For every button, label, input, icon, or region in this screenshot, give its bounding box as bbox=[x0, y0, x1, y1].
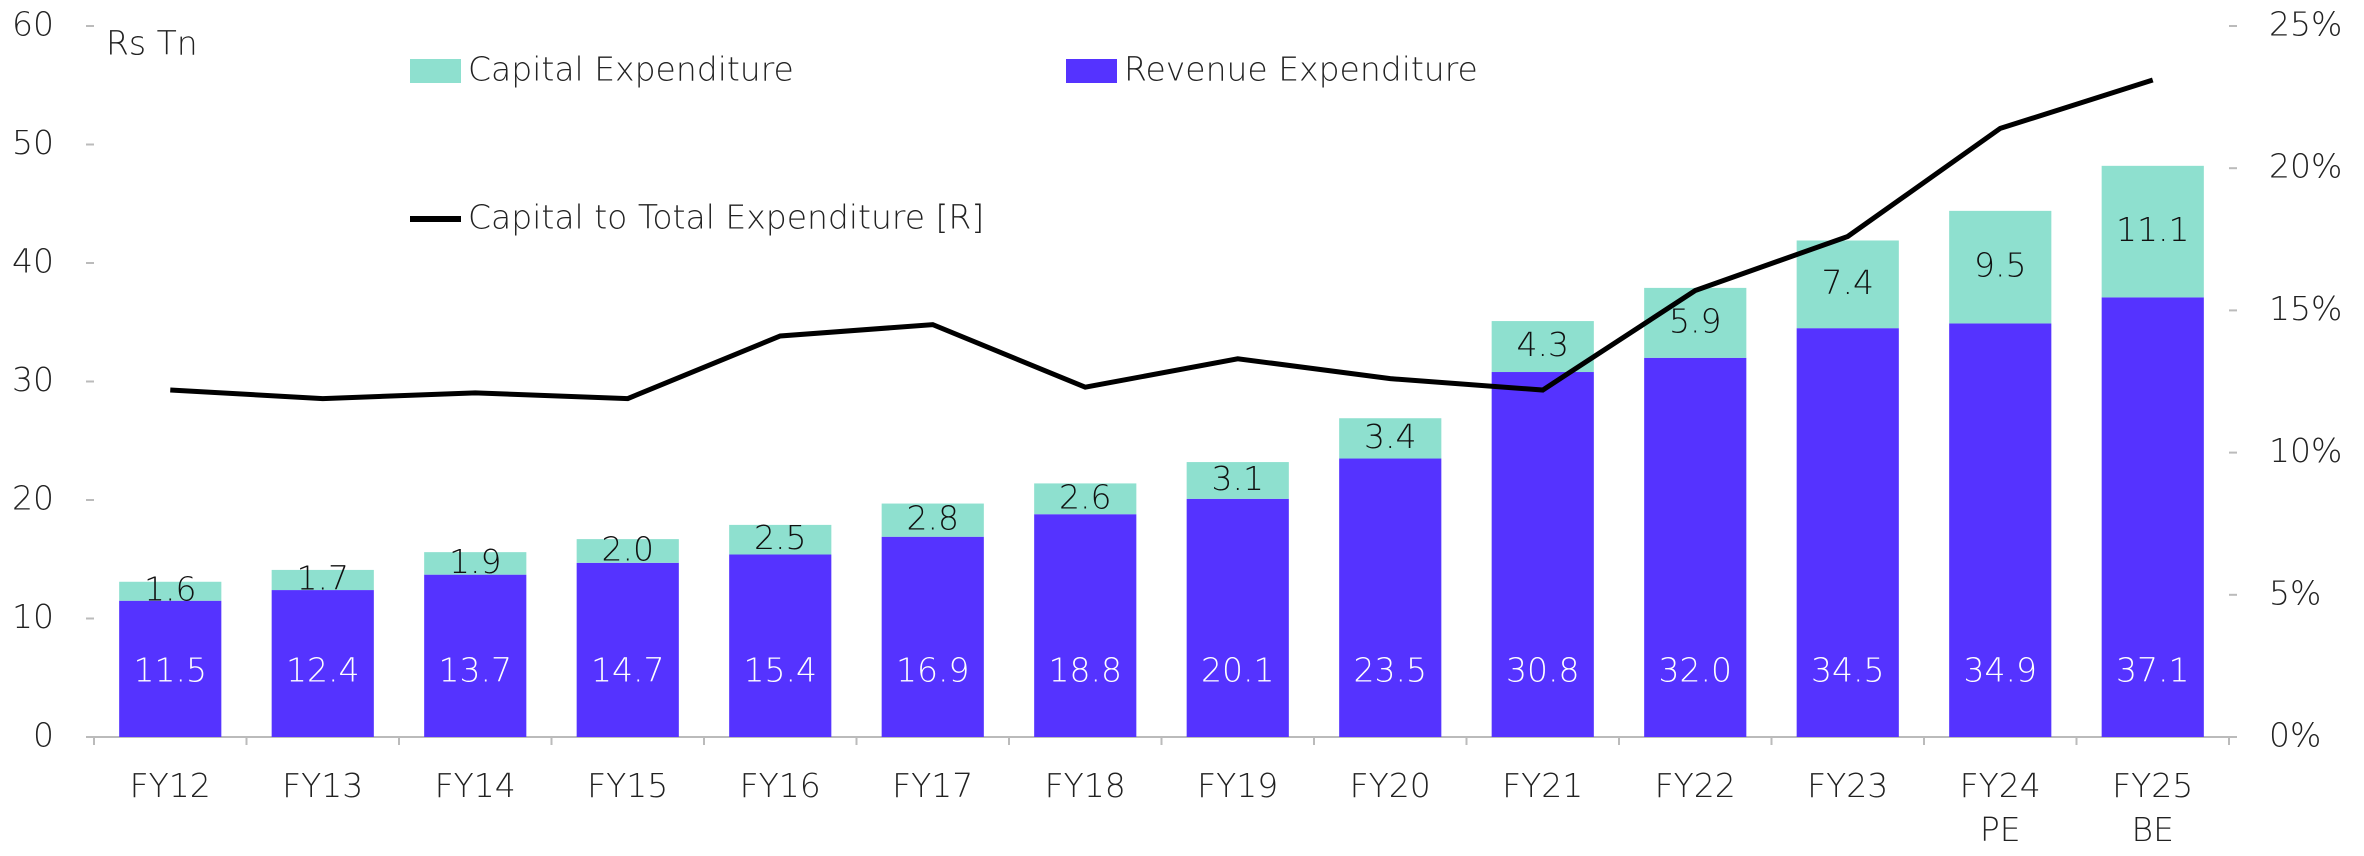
y-tick-label: 0 bbox=[33, 716, 54, 755]
y2-tick-label: 20% bbox=[2269, 147, 2342, 186]
data-label: 3.1 bbox=[1212, 459, 1264, 498]
y2-tick-label: 5% bbox=[2269, 573, 2321, 612]
data-label: 5.9 bbox=[1669, 301, 1721, 340]
x-tick-label: FY18 bbox=[1045, 766, 1126, 805]
legend-label: Revenue Expenditure bbox=[1124, 50, 1478, 89]
bar-segment bbox=[424, 574, 527, 737]
data-label: 12.4 bbox=[286, 651, 359, 690]
data-label: 2.6 bbox=[1059, 477, 1111, 516]
bar-segment bbox=[1644, 357, 1747, 737]
bar-segment bbox=[1796, 240, 1899, 329]
data-label: 1.7 bbox=[297, 558, 349, 597]
legend-label: Capital Expenditure bbox=[468, 50, 794, 89]
y2-tick-label: 10% bbox=[2269, 431, 2342, 470]
y-tick-label: 50 bbox=[12, 123, 54, 162]
bar-segment bbox=[576, 562, 679, 737]
x-tick-label: FY21 bbox=[1502, 766, 1583, 805]
data-label: 2.8 bbox=[907, 499, 959, 538]
x-tick-label: FY25 BE bbox=[2112, 766, 2193, 849]
x-tick-label: FY23 bbox=[1807, 766, 1888, 805]
y-axis-label: Rs Tn bbox=[106, 24, 198, 63]
bar-segment bbox=[881, 536, 984, 737]
bar-segment bbox=[1186, 462, 1289, 499]
bar-segment bbox=[2101, 165, 2204, 298]
x-tick-label: FY15 bbox=[587, 766, 668, 805]
data-label: 3.4 bbox=[1364, 417, 1416, 456]
x-tick-label: FY17 bbox=[892, 766, 973, 805]
data-label: 34.9 bbox=[1964, 651, 2037, 690]
x-tick-label: FY20 bbox=[1350, 766, 1431, 805]
bar-segment bbox=[1339, 418, 1442, 459]
legend-label: Capital to Total Expenditure [R] bbox=[468, 198, 984, 237]
y-tick-label: 60 bbox=[12, 5, 54, 44]
bar-segment bbox=[271, 590, 374, 737]
x-tick-label: FY19 bbox=[1197, 766, 1278, 805]
data-label: 7.4 bbox=[1822, 263, 1874, 302]
y2-tick-label: 15% bbox=[2269, 289, 2342, 328]
data-label: 32.0 bbox=[1659, 651, 1732, 690]
x-tick-label: FY16 bbox=[740, 766, 821, 805]
bar-segment bbox=[729, 554, 832, 737]
data-label: 23.5 bbox=[1354, 651, 1427, 690]
data-label: 20.1 bbox=[1201, 651, 1274, 690]
bar-segment bbox=[1491, 372, 1594, 737]
y-tick-label: 40 bbox=[12, 242, 54, 281]
bar-segment bbox=[119, 600, 222, 737]
data-label: 14.7 bbox=[591, 651, 664, 690]
data-label: 34.5 bbox=[1811, 651, 1884, 690]
data-label: 11.5 bbox=[134, 651, 207, 690]
line-series bbox=[170, 77, 2154, 402]
x-tick-label: FY13 bbox=[282, 766, 363, 805]
data-label: 11.1 bbox=[2116, 210, 2189, 249]
data-label: 15.4 bbox=[744, 651, 817, 690]
bar-segment bbox=[576, 539, 679, 563]
y2-tick-label: 25% bbox=[2269, 5, 2342, 44]
bar-segment bbox=[2101, 297, 2204, 737]
legend-swatch bbox=[410, 59, 461, 83]
data-label: 16.9 bbox=[896, 651, 969, 690]
data-label: 9.5 bbox=[1974, 246, 2026, 285]
bar-segment bbox=[1186, 498, 1289, 737]
data-label: 30.8 bbox=[1506, 651, 1579, 690]
data-label: 2.0 bbox=[602, 529, 654, 568]
data-label: 13.7 bbox=[439, 651, 512, 690]
bar-segment bbox=[1034, 514, 1137, 737]
y-tick-label: 30 bbox=[12, 360, 54, 399]
bar-segment bbox=[729, 524, 832, 555]
data-label: 18.8 bbox=[1049, 651, 1122, 690]
data-label: 4.3 bbox=[1517, 325, 1569, 364]
data-label: 37.1 bbox=[2116, 651, 2189, 690]
x-tick-label: FY22 bbox=[1655, 766, 1736, 805]
x-tick-label: FY14 bbox=[435, 766, 516, 805]
bar-segment bbox=[1796, 328, 1899, 737]
bar-segment bbox=[424, 552, 527, 575]
bar-segment bbox=[271, 569, 374, 591]
bar-segment bbox=[1491, 321, 1594, 373]
bar-segment bbox=[1949, 323, 2052, 737]
bar-segment bbox=[119, 581, 222, 601]
bar-segment bbox=[881, 503, 984, 537]
data-label: 1.6 bbox=[144, 570, 196, 609]
bar-segment bbox=[1644, 287, 1747, 358]
data-label: 1.9 bbox=[449, 542, 501, 581]
legend-swatch bbox=[1066, 59, 1117, 83]
data-label: 2.5 bbox=[754, 518, 806, 557]
bar-segment bbox=[1339, 458, 1442, 737]
y2-tick-label: 0% bbox=[2269, 716, 2321, 755]
y-tick-label: 20 bbox=[12, 479, 54, 518]
x-tick-label: FY12 bbox=[130, 766, 211, 805]
x-tick-label: FY24 PE bbox=[1960, 766, 2041, 849]
bar-segment bbox=[1949, 210, 2052, 324]
bar-segment bbox=[1034, 483, 1137, 515]
y-tick-label: 10 bbox=[12, 597, 54, 636]
